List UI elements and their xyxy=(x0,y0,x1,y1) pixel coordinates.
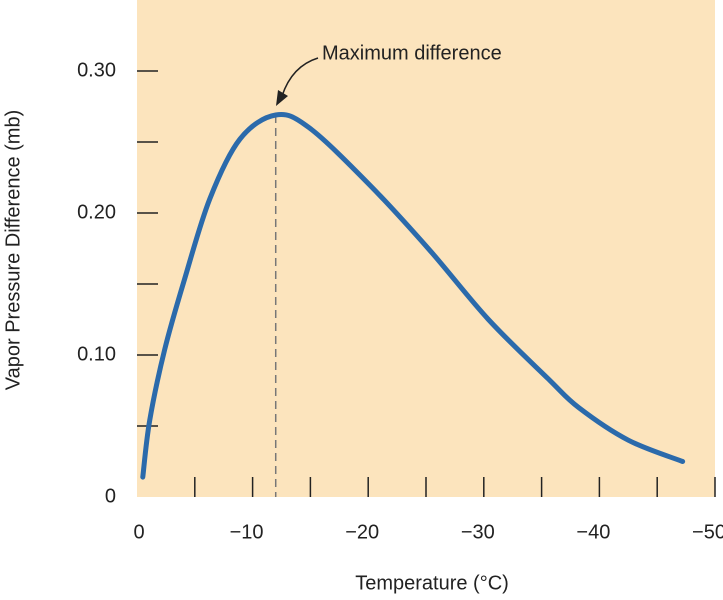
annotation: Maximum difference xyxy=(322,42,502,64)
x-axis-label: Temperature (°C) xyxy=(355,572,509,594)
y-tick-label: 0 xyxy=(105,485,116,507)
x-tick-label: −50 xyxy=(692,521,723,543)
y-tick-label: 0.20 xyxy=(77,201,116,223)
y-tick-label: 0.30 xyxy=(77,59,116,81)
x-tick-label: −20 xyxy=(345,521,379,543)
annotation-arrow xyxy=(281,57,319,97)
x-tick-label: −30 xyxy=(461,521,495,543)
x-tick-label: −40 xyxy=(576,521,610,543)
y-axis-label: Vapor Pressure Difference (mb) xyxy=(2,110,24,390)
x-tick-label: 0 xyxy=(133,521,144,543)
annotation-arrowhead xyxy=(276,90,288,106)
data-line xyxy=(140,112,686,480)
x-tick-label: −10 xyxy=(230,521,264,543)
y-tick-label: 0.10 xyxy=(77,343,116,365)
